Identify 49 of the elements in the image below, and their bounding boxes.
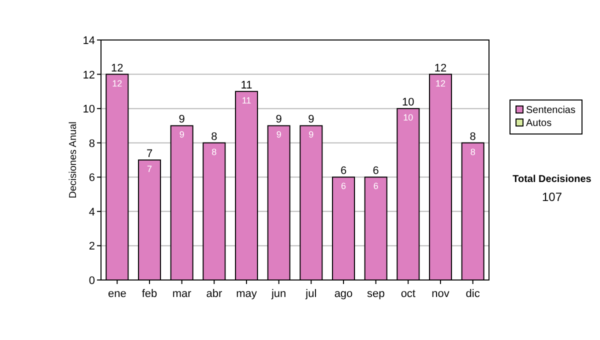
x-tick-label: ene [108,288,126,300]
y-tick-label: 4 [88,206,95,218]
total-label: 12 [111,62,124,74]
x-tick-label: may [236,288,258,300]
total-label: 6 [372,165,379,178]
y-tick-label: 12 [82,69,95,82]
data-label: 10 [403,112,414,123]
x-tick-label: ago [334,288,353,300]
y-tick-label: 10 [82,104,95,116]
x-tick-label: jun [270,288,286,300]
data-label: 9 [276,130,282,140]
data-label: 6 [373,181,378,192]
text: 107 [542,190,562,204]
data-label: 12 [112,78,122,88]
data-label: 11 [242,95,252,106]
x-tick-label: nov [432,288,450,300]
legend-label: Autos [526,118,552,129]
total-label: 9 [178,114,185,126]
x-tick-label: abr [206,288,222,300]
x-tick-label: oct [400,288,416,300]
y-tick-label: 6 [88,172,95,184]
data-label: 7 [146,164,152,174]
data-label: 8 [470,146,476,157]
x-tick-label: mar [172,288,192,300]
x-tick-label: sep [366,288,385,300]
total-label: 6 [340,165,347,178]
y-tick-label: 8 [88,138,95,150]
data-label: 6 [340,181,346,192]
y-axis-title: Decisiones Anual [68,122,79,198]
total-label: 9 [308,114,314,126]
y-tick-label: 2 [88,240,95,253]
data-label: 9 [179,130,184,140]
data-label: 8 [212,146,217,157]
y-tick-label: 0 [88,275,95,287]
total-label: 9 [276,114,282,126]
y-tick-label: 14 [82,35,95,47]
total-label: 8 [211,130,218,143]
x-tick-label: jul [304,288,317,300]
total-label: 8 [470,130,476,143]
total-label: 10 [402,96,414,109]
data-label: 12 [435,78,446,88]
legend-label: Sentencias [526,105,576,116]
total-label: 11 [240,79,252,92]
text: Total Decisiones [512,174,592,185]
x-tick-label: feb [142,288,158,300]
total-label: 12 [434,62,447,74]
x-tick-label: dic [466,288,480,300]
data-label: 9 [308,130,314,140]
total-label: 7 [146,148,153,160]
